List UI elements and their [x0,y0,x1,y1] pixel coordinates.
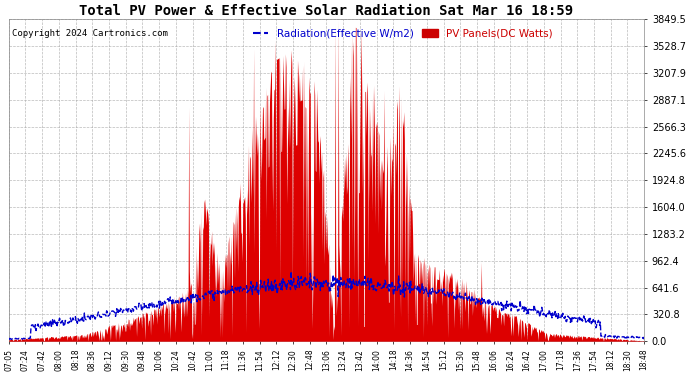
Title: Total PV Power & Effective Solar Radiation Sat Mar 16 18:59: Total PV Power & Effective Solar Radiati… [79,4,573,18]
Legend: Radiation(Effective W/m2), PV Panels(DC Watts): Radiation(Effective W/m2), PV Panels(DC … [248,24,557,43]
Text: Copyright 2024 Cartronics.com: Copyright 2024 Cartronics.com [12,29,168,38]
